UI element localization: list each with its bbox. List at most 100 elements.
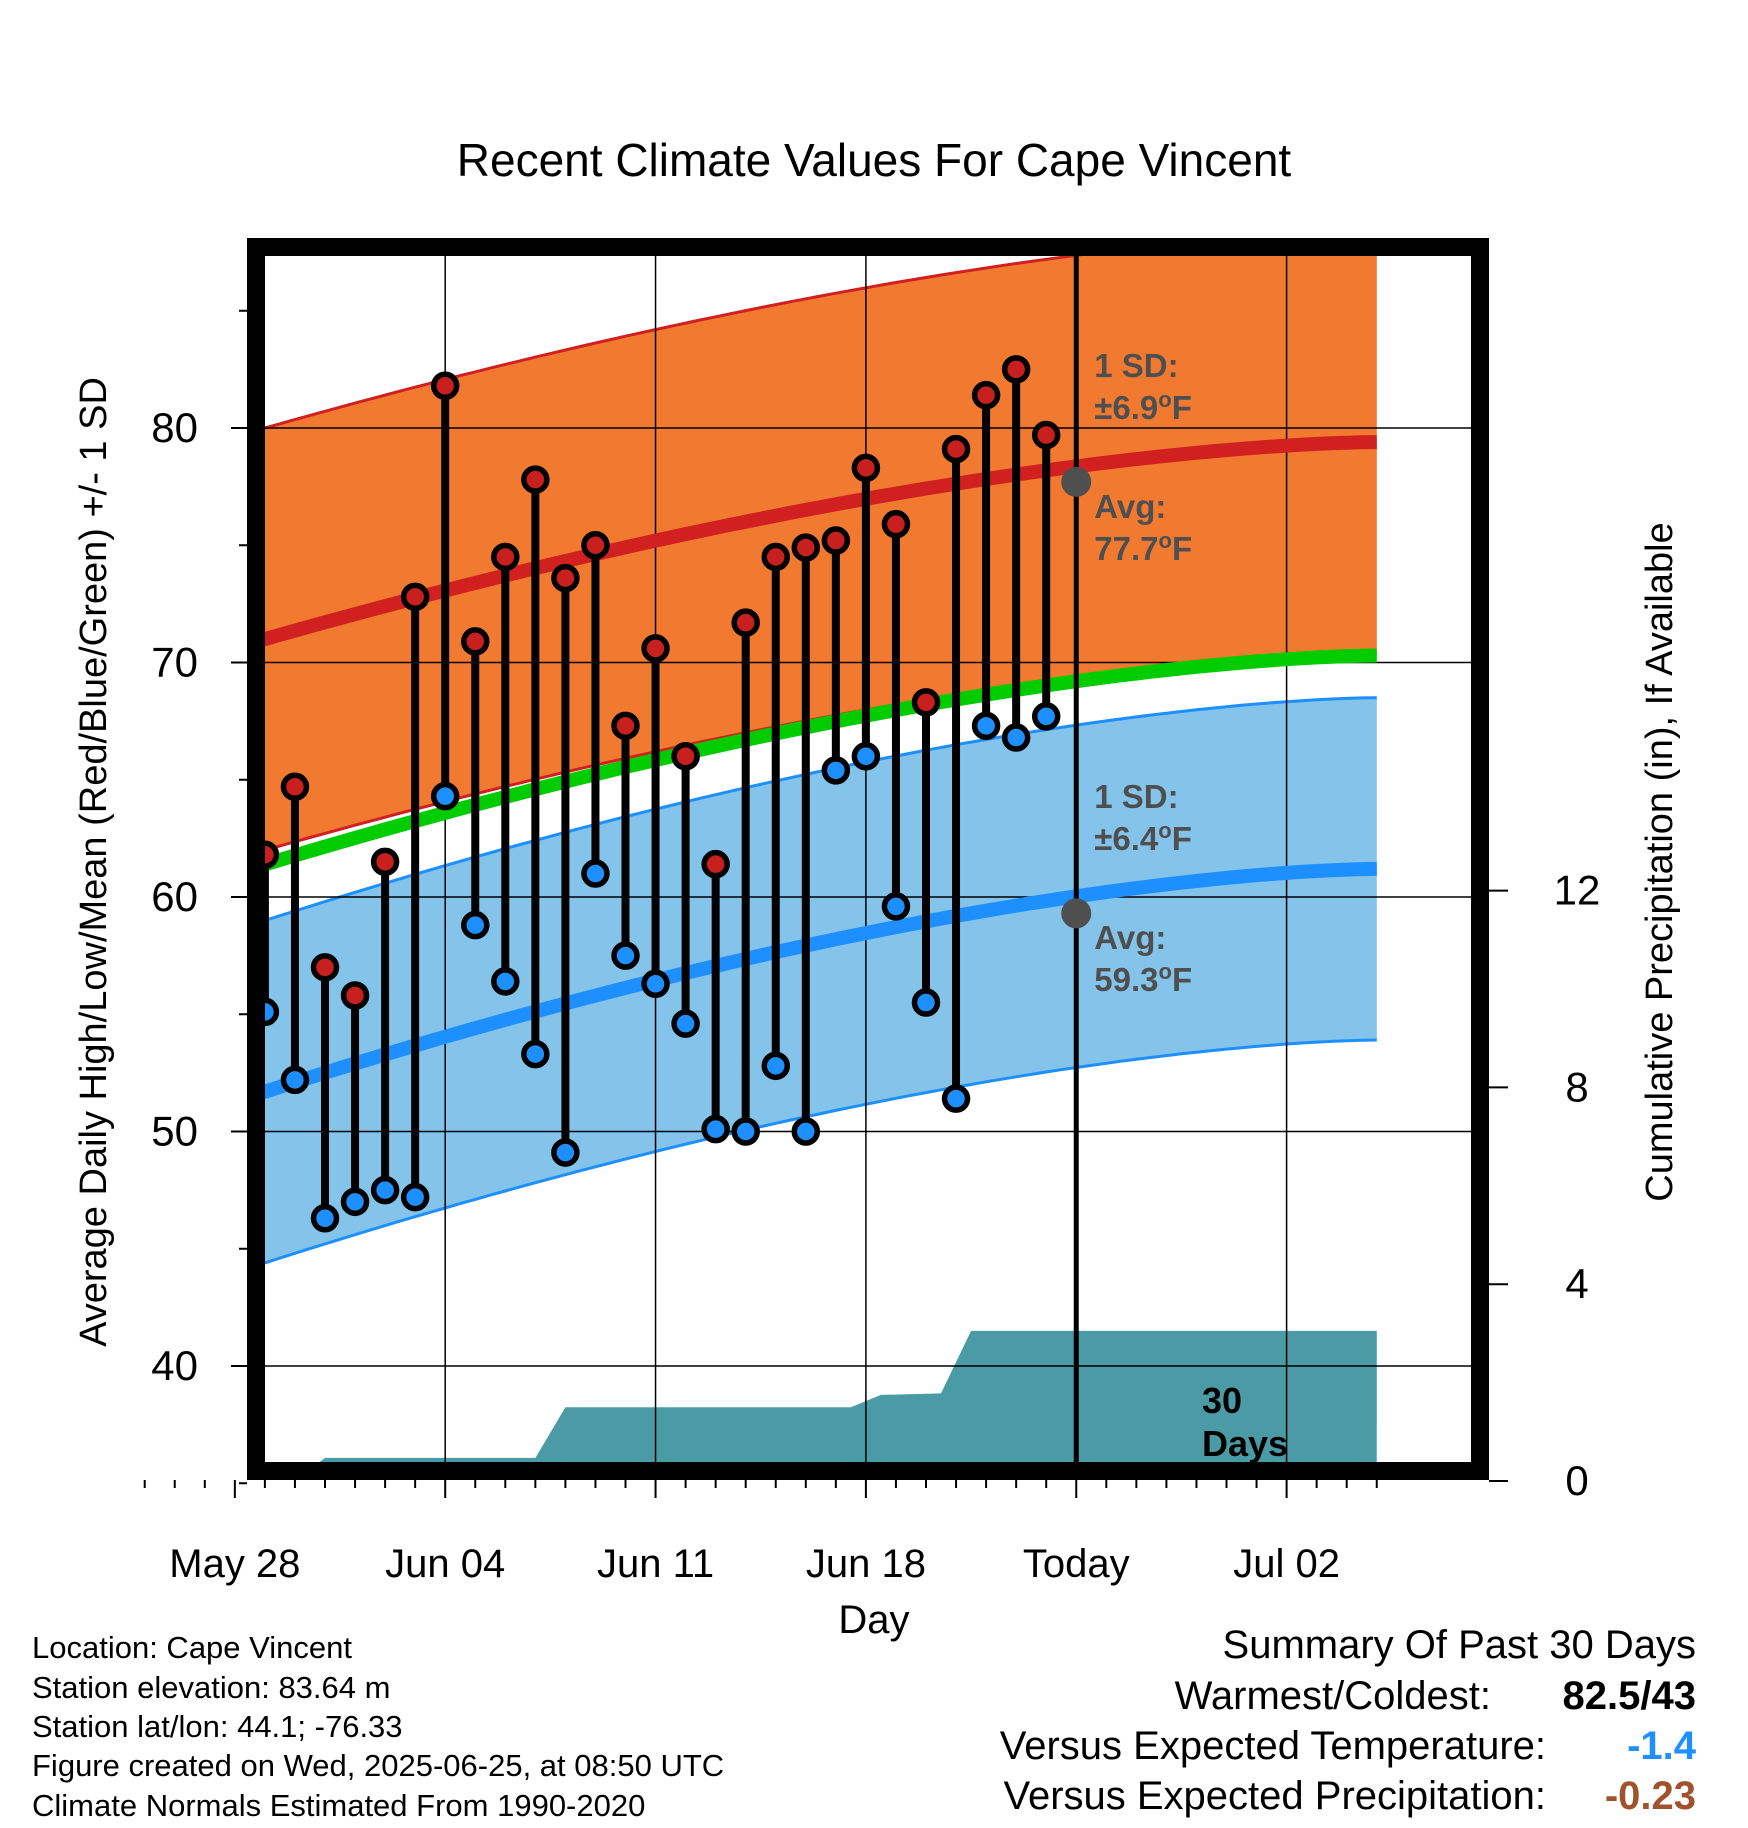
daily-high-point bbox=[551, 563, 580, 593]
daily-low-point bbox=[340, 1187, 370, 1217]
summary-temp-value: -1.4 bbox=[1627, 1724, 1696, 1768]
daily-high-point bbox=[851, 453, 881, 483]
plot-frame bbox=[247, 238, 1489, 1480]
chart-title: Recent Climate Values For Cape Vincent bbox=[457, 134, 1292, 186]
x-axis-label: Day bbox=[838, 1598, 909, 1642]
daily-low-point bbox=[881, 892, 911, 921]
daily-high-point bbox=[491, 542, 520, 572]
daily-high-point bbox=[641, 634, 670, 663]
avg-mean-line bbox=[256, 648, 1377, 875]
daily-low-point bbox=[581, 859, 610, 888]
y-tick-label: 40 bbox=[151, 1342, 198, 1389]
daily-high-point bbox=[791, 533, 821, 562]
daily-high-point bbox=[761, 542, 790, 572]
summary-temp: Versus Expected Temperature: -1.4 bbox=[1000, 1726, 1696, 1766]
daily-low-point bbox=[671, 1009, 700, 1038]
daily-low-point bbox=[400, 1182, 430, 1212]
daily-low-point bbox=[941, 1084, 971, 1113]
daily-low-point bbox=[551, 1138, 580, 1167]
daily-low-point bbox=[461, 910, 490, 940]
summary-precip-value: -0.23 bbox=[1604, 1774, 1696, 1818]
x-tick-label: Jul 02 bbox=[1233, 1542, 1340, 1586]
annotation-high-avg-line1: Avg: bbox=[1094, 488, 1166, 525]
daily-low-point bbox=[370, 1175, 400, 1205]
daily-low-point bbox=[163, 1228, 186, 1251]
daily-high-point bbox=[821, 526, 851, 555]
y-tick-label: 60 bbox=[151, 873, 198, 920]
summary-title-text: Summary Of Past 30 Days bbox=[1222, 1623, 1696, 1667]
daily-high-point bbox=[310, 953, 340, 982]
daily-low-point bbox=[430, 781, 460, 811]
x-tick-label: May 28 bbox=[169, 1542, 300, 1586]
daily-low-point bbox=[731, 1117, 760, 1146]
daily-high-point bbox=[340, 981, 370, 1010]
daily-low-point bbox=[223, 1270, 246, 1293]
info-normals: Climate Normals Estimated From 1990-2020 bbox=[32, 1788, 646, 1823]
daily-high-point bbox=[521, 465, 550, 494]
daily-high-point bbox=[1031, 420, 1061, 450]
low-band-upper bbox=[256, 696, 1377, 925]
daily-high-point bbox=[581, 531, 610, 560]
annotation-period-number: 30 bbox=[1202, 1380, 1242, 1421]
daily-low-point bbox=[193, 1284, 216, 1307]
y-tick-label: 70 bbox=[151, 639, 198, 686]
summary-precip-label: Versus Expected Precipitation: bbox=[1003, 1774, 1546, 1818]
y-tick-label: 80 bbox=[151, 404, 198, 451]
info-created: Figure created on Wed, 2025-06-25, at 08… bbox=[32, 1748, 725, 1783]
daily-high-point bbox=[881, 509, 911, 539]
daily-high-point bbox=[611, 711, 640, 741]
x-tick-label: Jun 04 bbox=[385, 1542, 505, 1586]
y2-tick-label: 4 bbox=[1565, 1260, 1588, 1307]
daily-high-point bbox=[193, 698, 216, 721]
daily-low-point bbox=[611, 941, 640, 970]
annotation-low-sd-line1: 1 SD: bbox=[1094, 778, 1178, 815]
daily-low-point bbox=[280, 1065, 310, 1095]
avg-low-line bbox=[256, 861, 1377, 1102]
daily-high-point bbox=[941, 434, 971, 464]
x-tick-label: Jun 11 bbox=[597, 1542, 714, 1586]
daily-high-point bbox=[701, 849, 730, 879]
daily-high-point bbox=[163, 829, 186, 852]
y2-tick-label: 8 bbox=[1565, 1063, 1588, 1110]
today-avg-low-marker bbox=[1061, 898, 1092, 929]
daily-low-point bbox=[761, 1051, 790, 1081]
daily-low-point bbox=[521, 1039, 550, 1069]
daily-low-point bbox=[821, 756, 851, 785]
daily-high-point bbox=[911, 688, 941, 717]
high-band-upper bbox=[256, 247, 1159, 433]
avg-high-line bbox=[256, 435, 1377, 649]
daily-low-point bbox=[491, 967, 520, 996]
annotation-low-sd-line2: ±6.4oF bbox=[1094, 818, 1192, 857]
y-tick-label: 50 bbox=[151, 1108, 198, 1155]
annotation-low-avg-line2: 59.3oF bbox=[1094, 959, 1192, 998]
precipitation-area bbox=[307, 1330, 1377, 1471]
daily-low-point bbox=[911, 988, 941, 1017]
summary-title: Summary Of Past 30 Days bbox=[1223, 1625, 1696, 1665]
daily-high-point bbox=[971, 380, 1001, 410]
daily-low-point bbox=[1031, 702, 1061, 731]
summary-warm-cold-value: 82.5/43 bbox=[1562, 1674, 1696, 1718]
summary-temp-label: Versus Expected Temperature: bbox=[999, 1724, 1546, 1768]
daily-low-point bbox=[641, 969, 670, 999]
summary-warm-cold-label: Warmest/Coldest: bbox=[1174, 1674, 1491, 1718]
daily-low-point bbox=[971, 711, 1001, 741]
y2-tick-label: 12 bbox=[1554, 867, 1601, 914]
low-band-lower bbox=[256, 1038, 1377, 1268]
daily-low-point bbox=[701, 1114, 730, 1144]
y2-tick-label: 0 bbox=[1565, 1457, 1588, 1504]
daily-low-point bbox=[1001, 723, 1031, 752]
y-axis-label-left: Average Daily High/Low/Mean (Red/Blue/Gr… bbox=[73, 377, 115, 1347]
annotation-high-avg-line2: 77.7oF bbox=[1094, 528, 1192, 567]
daily-low-point bbox=[851, 742, 881, 771]
y-axis-label-right: Cumulative Precipitation (in), If Availa… bbox=[1639, 522, 1681, 1201]
info-elevation: Station elevation: 83.64 m bbox=[32, 1670, 391, 1705]
daily-low-point bbox=[791, 1117, 821, 1146]
daily-high-point bbox=[280, 772, 310, 802]
daily-high-point bbox=[461, 627, 490, 656]
low-sd-band bbox=[256, 697, 1377, 1266]
daily-low-point bbox=[310, 1204, 340, 1233]
today-avg-high-marker bbox=[1061, 466, 1092, 497]
info-location: Location: Cape Vincent bbox=[32, 1630, 352, 1665]
